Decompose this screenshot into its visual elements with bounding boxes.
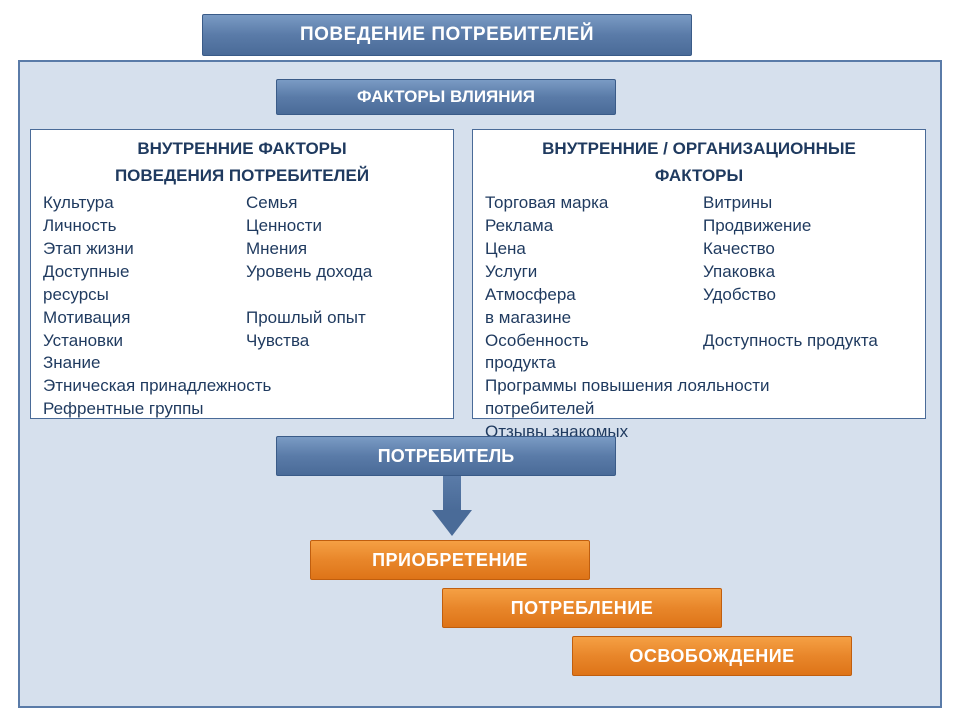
- consumer-text: ПОТРЕБИТЕЛЬ: [378, 446, 514, 467]
- cell: Удобство: [699, 284, 913, 307]
- cell: Мнения: [242, 238, 441, 261]
- step-3-text: ОСВОБОЖДЕНИЕ: [629, 646, 794, 667]
- cell: Реклама: [485, 215, 699, 238]
- cell: Установки: [43, 330, 242, 353]
- cell: Этническая принадлежность: [43, 375, 441, 398]
- cell: Витрины: [699, 192, 913, 215]
- step-disposal: ОСВОБОЖДЕНИЕ: [572, 636, 852, 676]
- cell: Упаковка: [699, 261, 913, 284]
- cell: Этап жизни: [43, 238, 242, 261]
- consumer-box: ПОТРЕБИТЕЛЬ: [276, 436, 616, 476]
- cell: Чувства: [242, 330, 441, 353]
- cell: Культура: [43, 192, 242, 215]
- cell: Прошлый опыт: [242, 307, 441, 330]
- cell: [242, 352, 441, 375]
- panel-right-grid: Торговая марка Витрины Реклама Продвижен…: [485, 192, 913, 444]
- arrow-down-icon: [432, 476, 472, 538]
- cell: Качество: [699, 238, 913, 261]
- cell: Рефрентные группы: [43, 398, 441, 421]
- panel-left-title-2: ПОВЕДЕНИЯ ПОТРЕБИТЕЛЕЙ: [43, 165, 441, 188]
- cell: Программы повышения лояльности: [485, 375, 913, 398]
- panel-right-title-1: ВНУТРЕННИЕ / ОРГАНИЗАЦИОННЫЕ: [485, 138, 913, 161]
- cell: Цена: [485, 238, 699, 261]
- step-consumption: ПОТРЕБЛЕНИЕ: [442, 588, 722, 628]
- cell: Личность: [43, 215, 242, 238]
- step-acquisition: ПРИОБРЕТЕНИЕ: [310, 540, 590, 580]
- cell: Знание: [43, 352, 242, 375]
- internal-factors-panel: ВНУТРЕННИЕ ФАКТОРЫ ПОВЕДЕНИЯ ПОТРЕБИТЕЛЕ…: [30, 129, 454, 419]
- title-text: ПОВЕДЕНИЕ ПОТРЕБИТЕЛЕЙ: [300, 24, 594, 46]
- cell: Ценности: [242, 215, 441, 238]
- step-1-text: ПРИОБРЕТЕНИЕ: [372, 550, 528, 571]
- factors-box: ФАКТОРЫ ВЛИЯНИЯ: [276, 79, 616, 115]
- factors-text: ФАКТОРЫ ВЛИЯНИЯ: [357, 87, 535, 107]
- step-2-text: ПОТРЕБЛЕНИЕ: [511, 598, 654, 619]
- cell: [699, 352, 913, 375]
- title-box: ПОВЕДЕНИЕ ПОТРЕБИТЕЛЕЙ: [202, 14, 692, 56]
- cell: Доступные: [43, 261, 242, 284]
- cell: [242, 284, 441, 307]
- organizational-factors-panel: ВНУТРЕННИЕ / ОРГАНИЗАЦИОННЫЕ ФАКТОРЫ Тор…: [472, 129, 926, 419]
- cell: Торговая марка: [485, 192, 699, 215]
- cell: Семья: [242, 192, 441, 215]
- cell: ресурсы: [43, 284, 242, 307]
- cell: [699, 307, 913, 330]
- panel-left-title-1: ВНУТРЕННИЕ ФАКТОРЫ: [43, 138, 441, 161]
- cell: Услуги: [485, 261, 699, 284]
- panel-right-title-2: ФАКТОРЫ: [485, 165, 913, 188]
- cell: Продвижение: [699, 215, 913, 238]
- cell: Уровень дохода: [242, 261, 441, 284]
- cell: Мотивация: [43, 307, 242, 330]
- cell: в магазине: [485, 307, 699, 330]
- cell: Особенность: [485, 330, 699, 353]
- cell: Атмосфера: [485, 284, 699, 307]
- cell: продукта: [485, 352, 699, 375]
- panel-left-grid: Культура Семья Личность Ценности Этап жи…: [43, 192, 441, 421]
- cell: Доступность продукта: [699, 330, 913, 353]
- cell: потребителей: [485, 398, 913, 421]
